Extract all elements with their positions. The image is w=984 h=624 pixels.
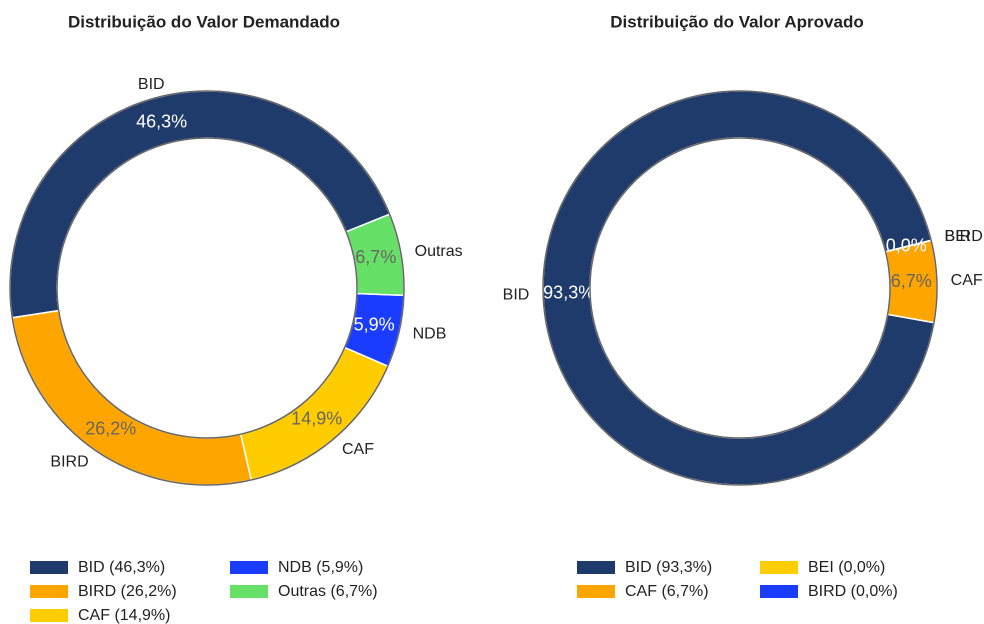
legend-label: BID (46,3%) (78, 559, 165, 576)
legend-swatch (230, 585, 268, 598)
legend-label: BEI (0,0%) (808, 559, 885, 576)
legend-swatch (577, 561, 615, 574)
legend-swatch (230, 561, 268, 574)
slice-category-label: BID (503, 286, 530, 303)
legend-label: CAF (14,9%) (78, 607, 170, 624)
slice-category-label: NDB (413, 326, 447, 343)
slice-value-label: 93,3% (543, 283, 594, 303)
legend-swatch (30, 585, 68, 598)
slice-value-label: 0,0% (886, 235, 927, 255)
slice-category-label: CAF (951, 272, 983, 289)
legend-label: CAF (6,7%) (625, 583, 709, 600)
legend-label: NDB (5,9%) (278, 559, 363, 576)
donut-slice (9, 90, 391, 319)
donut-slice (542, 90, 935, 486)
slice-category-label: Outras (415, 243, 463, 260)
slice-category-label: BIRD (945, 228, 983, 245)
slice-category-label: BEI (945, 228, 971, 245)
legend-swatch (30, 609, 68, 622)
slice-category-label: CAF (342, 441, 374, 458)
slice-value-label: 26,2% (85, 419, 136, 439)
legend-swatch (577, 585, 615, 598)
slice-category-label: BIRD (50, 454, 88, 471)
legend-swatch (30, 561, 68, 574)
ring-outline (9, 90, 405, 486)
slice-value-label: 14,9% (291, 408, 342, 428)
legend-label: BID (93,3%) (625, 559, 712, 576)
donut-slice (11, 309, 253, 486)
slice-value-label: 6,7% (355, 247, 396, 267)
slice-value-label: 6,7% (891, 271, 932, 291)
legend-label: BIRD (0,0%) (808, 583, 898, 600)
ring-outline (56, 137, 358, 439)
ring-outline (542, 90, 938, 486)
chart-title: Distribuição do Valor Aprovado (610, 12, 863, 31)
slice-value-label: 5,9% (354, 315, 395, 335)
chart-title: Distribuição do Valor Demandado (68, 12, 340, 31)
legend-label: BIRD (26,2%) (78, 583, 177, 600)
slice-value-label: 46,3% (136, 111, 187, 131)
ring-outline (589, 137, 891, 439)
slice-value-label: 0,0% (886, 235, 927, 255)
legend-swatch (760, 585, 798, 598)
slice-category-label: BID (138, 76, 165, 93)
legend-label: Outras (6,7%) (278, 583, 378, 600)
legend-swatch (760, 561, 798, 574)
